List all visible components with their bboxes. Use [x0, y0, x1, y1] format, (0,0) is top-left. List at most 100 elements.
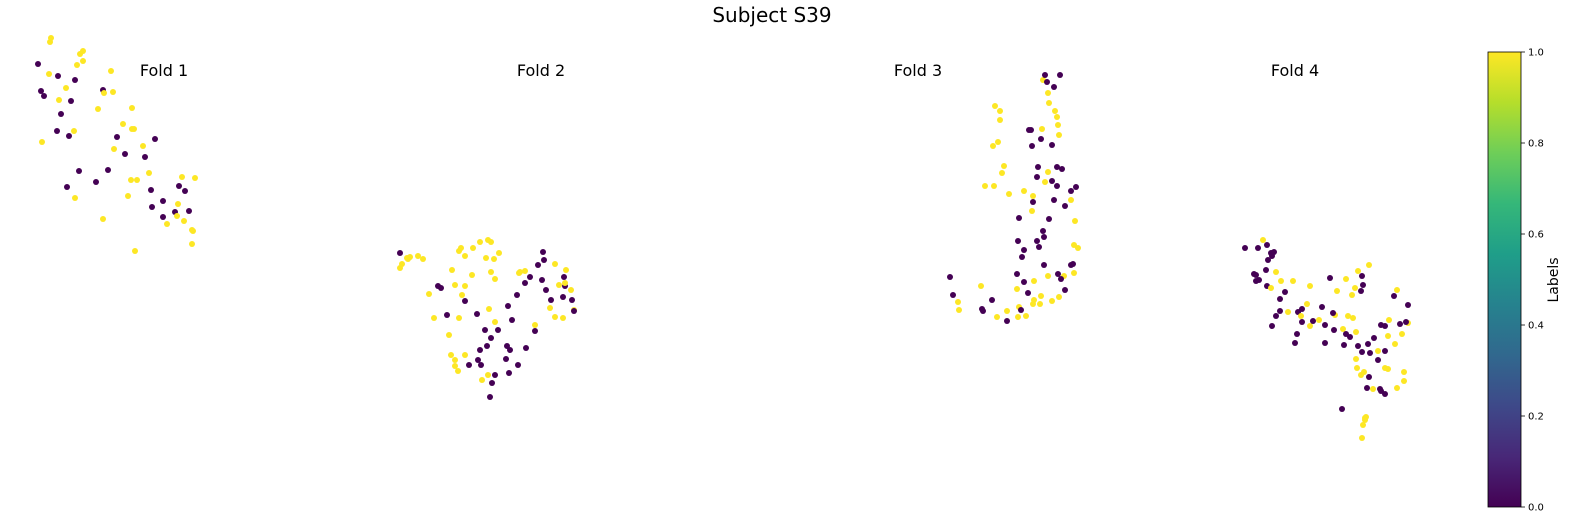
scatter-point — [1366, 262, 1372, 268]
scatter-point — [995, 139, 1001, 145]
scatter-point — [58, 111, 64, 117]
scatter-point — [1018, 307, 1024, 313]
scatter-point — [484, 343, 490, 349]
fold-3-title: Fold 3 — [894, 61, 942, 80]
scatter-point — [1341, 342, 1347, 348]
scatter-point — [955, 299, 961, 305]
scatter-point — [1045, 273, 1051, 279]
scatter-point — [992, 103, 998, 109]
scatter-point — [997, 117, 1003, 123]
scatter-point — [488, 239, 494, 245]
scatter-point — [1294, 331, 1300, 337]
scatter-point — [1068, 262, 1074, 268]
scatter-point — [189, 227, 195, 233]
scatter-point — [1354, 365, 1360, 371]
scatter-point — [462, 253, 468, 259]
scatter-point — [1273, 313, 1279, 319]
scatter-point — [1054, 114, 1060, 120]
scatter-point — [515, 362, 521, 368]
scatter-point — [175, 201, 181, 207]
scatter-point — [399, 261, 405, 267]
scatter-point — [462, 352, 468, 358]
scatter-point — [1340, 326, 1346, 332]
scatter-point — [1334, 288, 1340, 294]
scatter-point — [149, 204, 155, 210]
scatter-point — [1391, 293, 1397, 299]
scatter-point — [1037, 301, 1043, 307]
scatter-point — [1021, 247, 1027, 253]
scatter-point — [477, 347, 483, 353]
scatter-point — [129, 126, 135, 132]
colorbar-gradient — [1487, 51, 1522, 508]
scatter-point — [1359, 435, 1365, 441]
scatter-point — [93, 179, 99, 185]
scatter-point — [407, 254, 413, 260]
scatter-point — [95, 106, 101, 112]
scatter-point — [76, 168, 82, 174]
scatter-point — [505, 303, 511, 309]
scatter-point — [176, 183, 182, 189]
scatter-point — [1352, 285, 1358, 291]
scatter-point — [68, 98, 74, 104]
scatter-point — [560, 294, 566, 300]
scatter-point — [1375, 348, 1381, 354]
scatter-point — [1075, 245, 1081, 251]
scatter-point — [1055, 122, 1061, 128]
scatter-point — [1040, 228, 1046, 234]
scatter-point — [1277, 308, 1283, 314]
scatter-point — [1370, 386, 1376, 392]
scatter-point — [478, 362, 484, 368]
scatter-point — [522, 268, 528, 274]
scatter-point — [1364, 385, 1370, 391]
scatter-point — [982, 183, 988, 189]
scatter-point — [1299, 306, 1305, 312]
scatter-point — [458, 245, 464, 251]
scatter-point — [568, 287, 574, 293]
scatter-point — [1004, 318, 1010, 324]
scatter-point — [38, 88, 44, 94]
scatter-point — [978, 283, 984, 289]
scatter-point — [77, 51, 83, 57]
fold-2-scatter — [397, 237, 577, 400]
figure-suptitle: Subject S39 — [712, 3, 831, 27]
scatter-point — [108, 68, 114, 74]
scatter-point — [1290, 278, 1296, 284]
scatter-point — [1045, 90, 1051, 96]
scatter-point — [182, 188, 188, 194]
scatter-point — [1386, 317, 1392, 323]
scatter-point — [448, 352, 454, 358]
scatter-point — [514, 292, 520, 298]
scatter-point — [1339, 406, 1345, 412]
scatter-point — [1034, 238, 1040, 244]
scatter-point — [1282, 289, 1288, 295]
scatter-point — [994, 314, 1000, 320]
scatter-point — [1385, 366, 1391, 372]
scatter-point — [1322, 340, 1328, 346]
scatter-point — [1263, 267, 1269, 273]
scatter-point — [1068, 197, 1074, 203]
scatter-point — [492, 372, 498, 378]
scatter-point — [1034, 174, 1040, 180]
scatter-point — [956, 307, 962, 313]
scatter-point — [56, 97, 62, 103]
scatter-point — [455, 368, 461, 374]
scatter-point — [1001, 163, 1007, 169]
scatter-point — [446, 332, 452, 338]
scatter-point — [1038, 136, 1044, 142]
scatter-point — [990, 143, 996, 149]
scatter-point — [1030, 199, 1036, 205]
scatter-point — [1359, 349, 1365, 355]
scatter-point — [1029, 208, 1035, 214]
scatter-point — [1242, 245, 1248, 251]
scatter-point — [72, 195, 78, 201]
scatter-point — [1310, 318, 1316, 324]
scatter-point — [503, 356, 509, 362]
scatter-point — [128, 177, 134, 183]
scatter-point — [506, 370, 512, 376]
scatter-point — [63, 85, 69, 91]
scatter-point — [80, 58, 86, 64]
scatter-point — [134, 177, 140, 183]
scatter-point — [1382, 391, 1388, 397]
scatter-point — [452, 357, 458, 363]
scatter-point — [1394, 287, 1400, 293]
